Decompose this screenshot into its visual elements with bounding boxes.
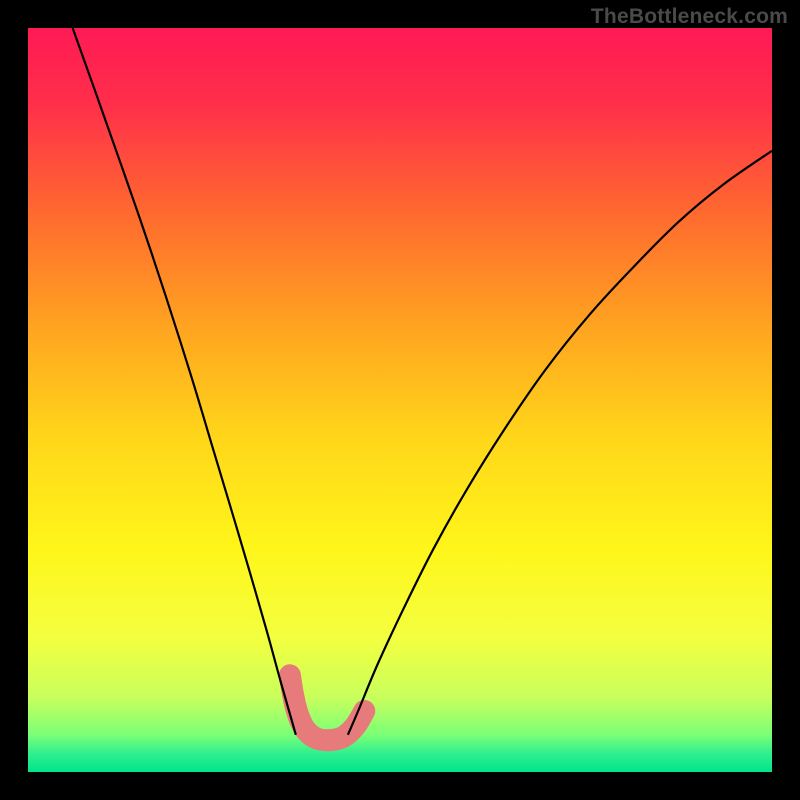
left-curve: [73, 28, 296, 735]
watermark-text: TheBottleneck.com: [591, 5, 788, 29]
chart-svg: [28, 28, 772, 772]
valley-marker: [290, 675, 364, 740]
plot-area: [28, 28, 772, 772]
right-curve: [348, 151, 772, 735]
